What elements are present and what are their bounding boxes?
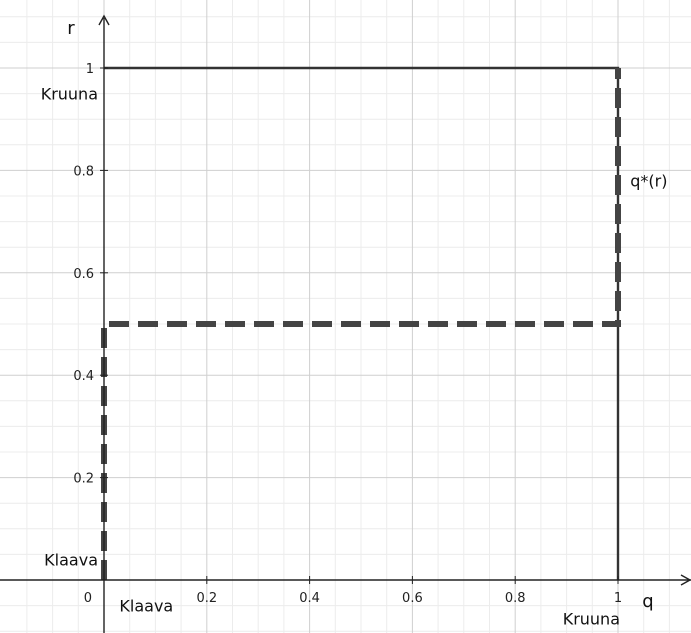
annotation-label: Kruuna — [563, 609, 620, 628]
x-axis-label: q — [642, 591, 653, 612]
annotation-label: q*(r) — [630, 172, 667, 191]
x-tick-label: 1 — [614, 591, 622, 606]
x-tick-label: 0.2 — [196, 591, 217, 606]
annotations: Kruuna Klaava Klaava Kruuna q*(r) — [41, 85, 668, 629]
x-tick-label: 0.4 — [299, 591, 320, 606]
y-axis-label: r — [67, 18, 75, 39]
annotation-label: Kruuna — [41, 85, 98, 104]
y-tick-label: 0.4 — [73, 369, 94, 384]
axes — [0, 14, 691, 633]
y-tick-label: 1 — [86, 62, 94, 77]
x-tick-label: 0 — [84, 591, 92, 606]
x-axis-arrow-icon — [680, 574, 691, 586]
y-axis-arrow-icon — [98, 14, 110, 26]
x-tick-label: 0.6 — [402, 591, 423, 606]
y-tick-label: 0.2 — [73, 472, 94, 487]
annotation-label: Klaava — [44, 551, 98, 570]
x-tick-label: 0.8 — [505, 591, 526, 606]
tick-labels: 0 0.2 0.4 0.6 0.8 1 0.2 0.4 0.6 0.8 1 q r — [67, 18, 653, 612]
annotation-label: Klaava — [119, 597, 173, 616]
y-tick-label: 0.8 — [73, 164, 94, 179]
y-tick-label: 0.6 — [73, 267, 94, 282]
